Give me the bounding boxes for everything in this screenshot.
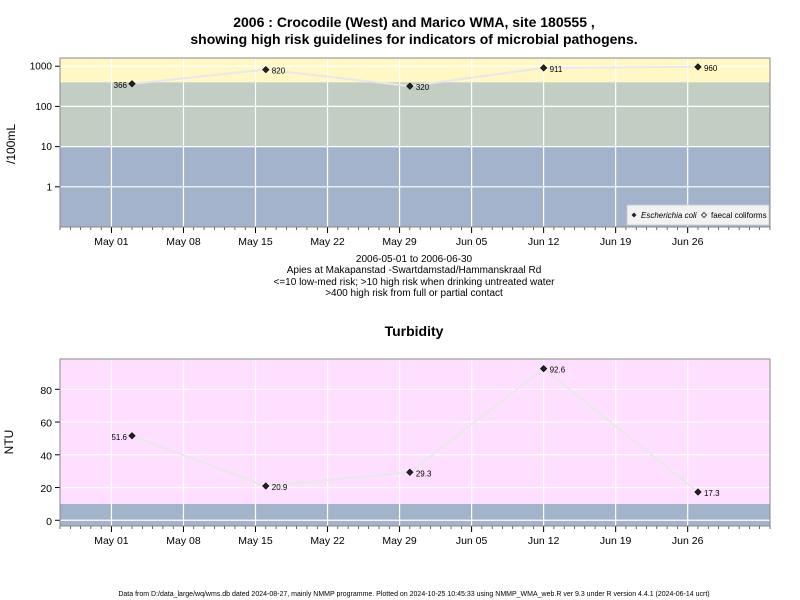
chart2-band-1 <box>60 359 770 504</box>
chart1-band-2 <box>60 58 770 83</box>
chart1-data-label: 320 <box>416 83 430 92</box>
chart1-subtitle-line4: >400 high risk from full or partial cont… <box>325 288 503 299</box>
chart1-x-tick-label: Jun 12 <box>528 236 560 248</box>
chart2-x-tick-label: May 08 <box>166 535 201 547</box>
chart2-band-0 <box>60 503 770 526</box>
chart1-title-line1: 2006 : Crocodile (West) and Marico WMA, … <box>233 14 595 30</box>
legend-marker-faecal <box>700 211 708 219</box>
chart1-x-tick-label: Jun 26 <box>672 236 704 248</box>
chart2-x-tick-label: May 22 <box>310 535 345 547</box>
chart2-x-tick-label: May 01 <box>94 535 129 547</box>
chart2-data-point <box>128 432 136 440</box>
chart2-y-tick-label: 40 <box>40 450 52 462</box>
chart1-title-line2: showing high risk guidelines for indicat… <box>190 31 637 47</box>
chart2-data-label: 92.6 <box>550 366 566 375</box>
chart1-panel: May 01 May 08 May 15 May 22 May 29 Jun 05 Jun … <box>30 57 771 248</box>
chart1-x-tick-label: May 01 <box>94 236 129 248</box>
chart1-band-1 <box>60 82 770 147</box>
chart1-data-point <box>539 64 548 72</box>
chart1-subtitle-line3: <=10 low-med risk; >10 high risk when dr… <box>274 277 556 288</box>
chart1-data-label: 911 <box>550 65 563 74</box>
chart1-y-axis-label: /100mL <box>4 124 18 164</box>
legend-marker-ecoli <box>631 212 637 218</box>
chart2-x-tick-label: May 29 <box>382 535 417 547</box>
footer-note: Data from D:/data_large/wq/wms.db dated … <box>118 591 709 598</box>
chart1-y-tick-label: 1000 <box>30 62 53 73</box>
chart1-data-point <box>128 80 136 88</box>
chart2-x-tick-label: May 15 <box>238 535 273 547</box>
chart2-y-tick-label: 80 <box>40 385 52 397</box>
chart1-y-tick-label: 100 <box>35 102 52 113</box>
chart1-y-tick-label: 10 <box>41 142 53 153</box>
chart2-y-tick-label: 0 <box>46 516 52 528</box>
chart2-x-tick-label: Jun 05 <box>456 535 488 547</box>
chart2-data-point <box>539 365 548 373</box>
chart2-x-tick-label: Jun 19 <box>600 535 632 547</box>
chart1-data-point <box>694 63 702 71</box>
chart2-data-label: 20.9 <box>272 483 288 492</box>
chart1-frame <box>59 57 771 228</box>
chart1-data-label: 960 <box>704 64 718 73</box>
chart1-subtitle-line1: 2006-05-01 to 2006-06-30 <box>356 254 473 265</box>
chart2-y-axis-label: NTU <box>2 430 16 455</box>
chart2-x-tick-label: Jun 26 <box>672 535 704 547</box>
chart1-subtitle-line2: Apies at Makapanstad -Swartdamstad/Hamma… <box>287 265 542 276</box>
chart2-panel: May 01 May 08 May 15 May 22 May 29 Jun 05 Jun … <box>40 358 771 547</box>
chart2-frame <box>59 358 771 527</box>
chart2-data-label: 51.6 <box>111 433 127 442</box>
chart1-y-tick-label: 1 <box>46 182 52 193</box>
chart1-data-label: 366 <box>114 81 128 90</box>
chart2-data-point <box>406 468 414 476</box>
chart1-x-tick-label: May 08 <box>166 236 201 248</box>
chart1-x-tick-label: May 22 <box>310 236 345 248</box>
chart1-data-point <box>406 82 414 90</box>
chart2-x-tick-label: Jun 12 <box>528 535 560 547</box>
chart1-x-tick-label: May 15 <box>238 236 273 248</box>
chart1-data-label: 820 <box>272 67 286 76</box>
chart1-x-tick-label: Jun 19 <box>600 236 632 248</box>
chart2-data-label: 17.3 <box>704 489 720 498</box>
chart2-data-point <box>694 488 702 496</box>
chart1-x-tick-label: Jun 05 <box>456 236 488 248</box>
chart1-data-point <box>262 66 270 74</box>
chart2-data-label: 29.3 <box>416 469 432 478</box>
chart2-y-tick-label: 60 <box>40 418 52 430</box>
legend-label-ecoli: Escherichia coli <box>641 211 697 220</box>
chart2-y-tick-label: 20 <box>40 483 52 495</box>
chart2-title: Turbidity <box>385 323 444 339</box>
chart2-data-point <box>262 482 270 490</box>
legend-label-faecal: faecal coliforms <box>711 211 767 220</box>
legend-box <box>626 204 770 226</box>
chart1-x-tick-label: May 29 <box>382 236 417 248</box>
